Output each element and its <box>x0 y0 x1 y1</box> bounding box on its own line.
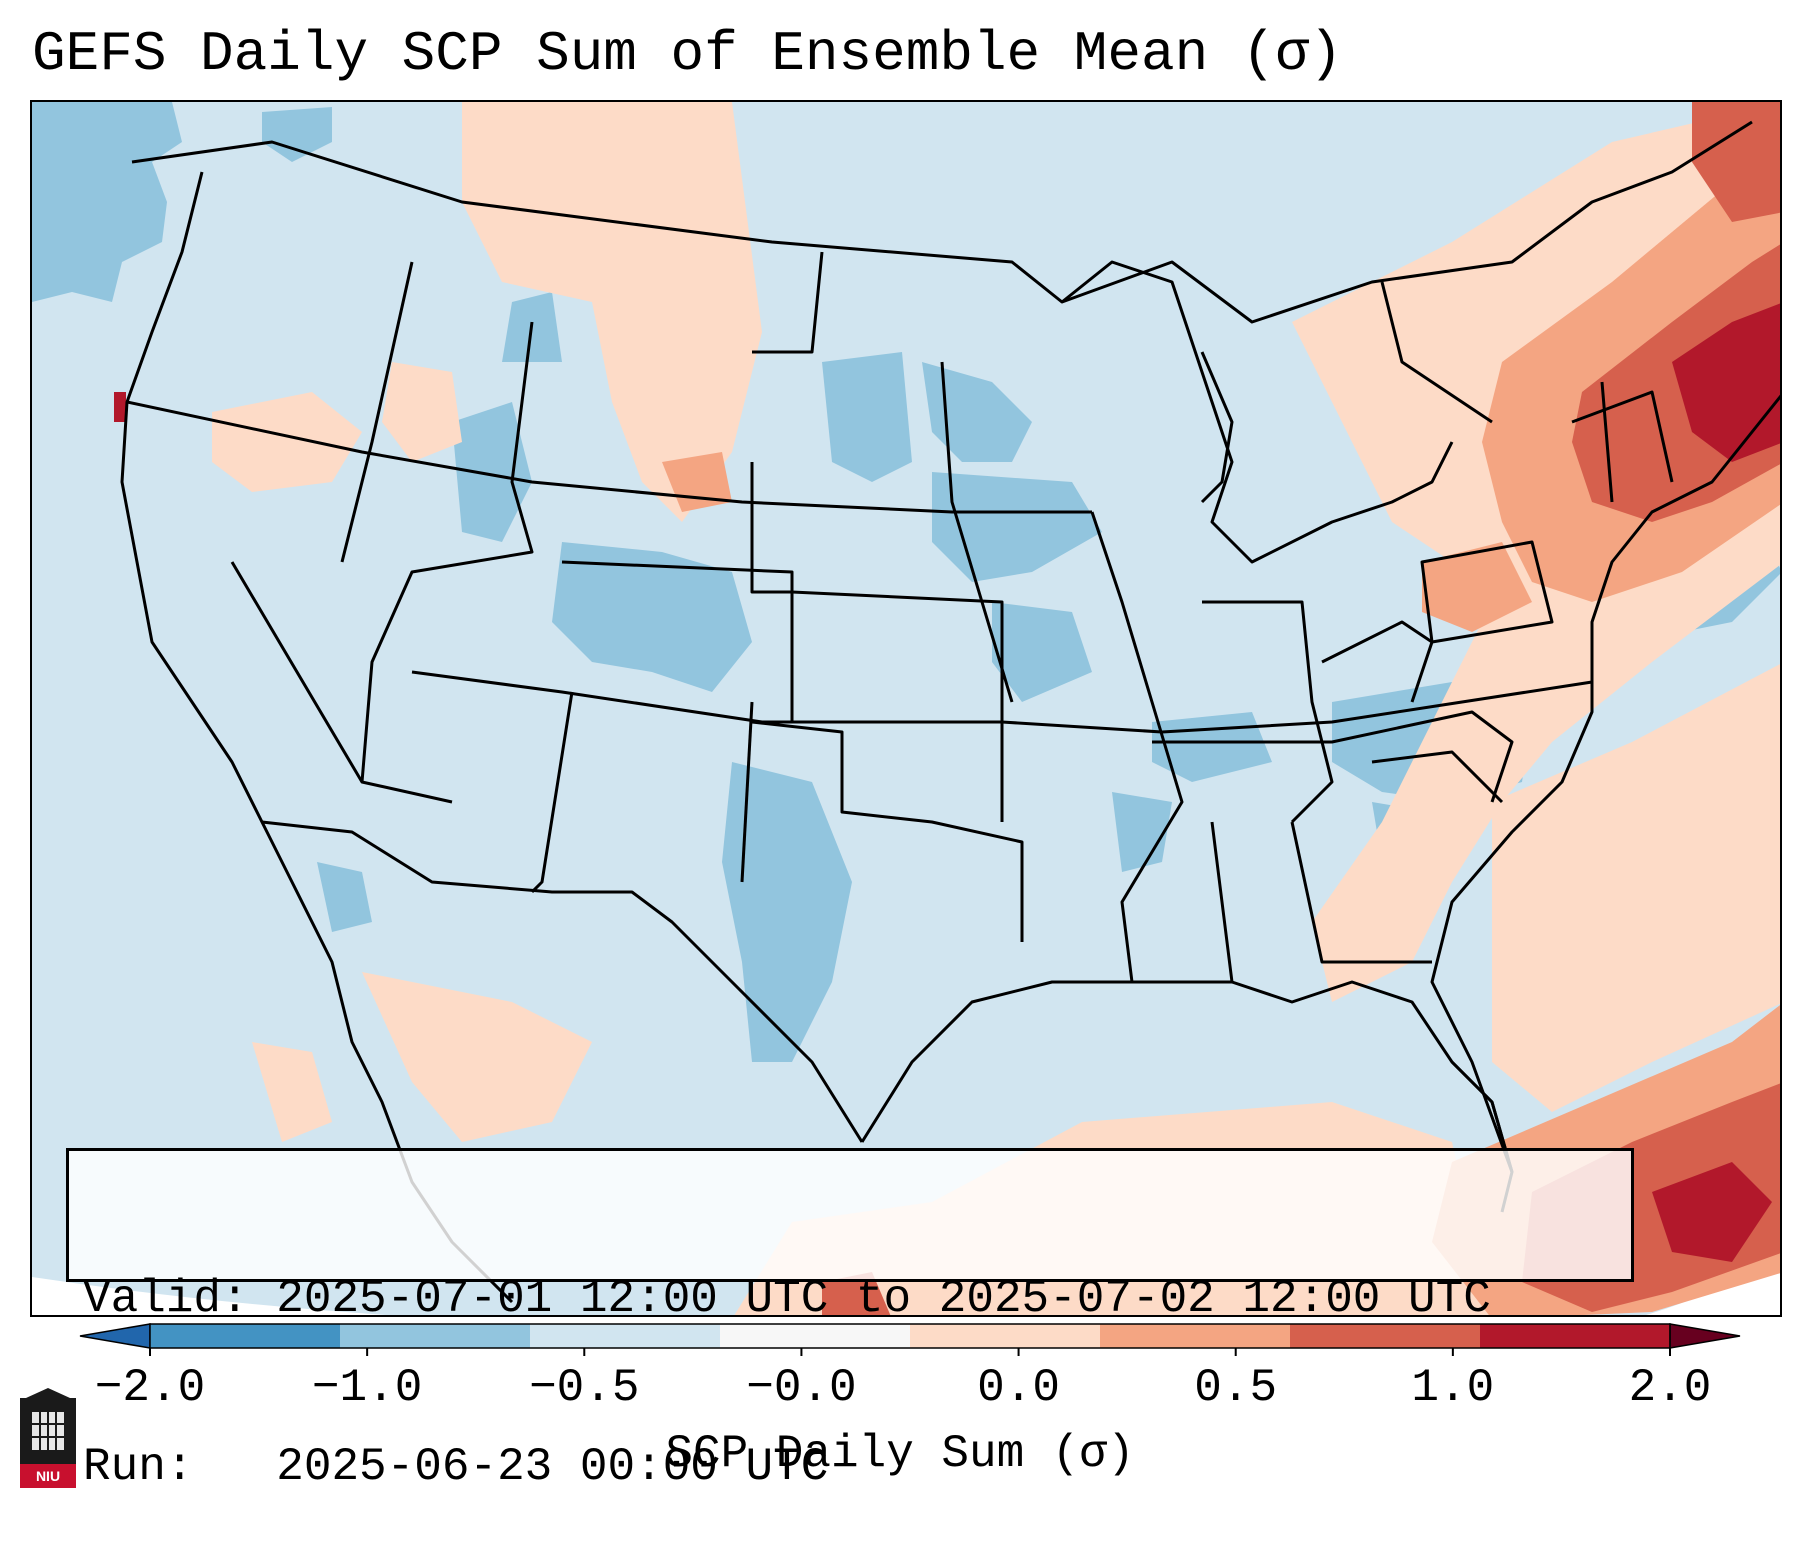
state-line-9 <box>751 720 1024 942</box>
state-line-8 <box>740 701 754 883</box>
dakota-patch <box>822 352 912 482</box>
state-line-2 <box>340 261 414 563</box>
state-line-1 <box>126 400 1092 514</box>
us-canada-border <box>131 120 1753 324</box>
state-line-3 <box>360 321 534 783</box>
montana-alberta-patch <box>462 102 762 522</box>
pennsylvania-medium-patch <box>1422 542 1532 632</box>
colorbar-segment <box>340 1324 531 1348</box>
colorado-patch <box>552 542 752 692</box>
state-line-4 <box>230 561 453 804</box>
colorbar-segment <box>1480 1324 1671 1348</box>
state-line-15 <box>1210 821 1234 983</box>
niu-building-icon <box>20 1388 76 1488</box>
colorbar-tick-label: 0.0 <box>977 1362 1060 1414</box>
great-lakes <box>1061 260 1454 564</box>
oregon-coast-max <box>114 392 126 422</box>
missouri-patch <box>992 602 1092 702</box>
iowa-patch <box>932 472 1102 582</box>
colorbar-tick-label: −1.0 <box>311 1362 423 1414</box>
state-line-16 <box>1290 821 1432 964</box>
state-line-10 <box>750 462 1004 822</box>
state-line-11 <box>752 251 824 354</box>
state-line-22 <box>1600 381 1614 503</box>
maine-max-patch <box>1672 303 1780 462</box>
colorbar-segment <box>720 1324 911 1348</box>
colorbar-tick-label: 2.0 <box>1628 1362 1712 1414</box>
niu-logo: NIU <box>20 1388 76 1488</box>
mexico-light-patch <box>362 972 592 1142</box>
colorbar-segment <box>530 1324 721 1348</box>
state-line-20 <box>1321 620 1434 703</box>
lake-michigan <box>1200 351 1234 504</box>
mississippi-patch <box>1112 792 1172 872</box>
state-line-19 <box>1420 540 1554 644</box>
gulf-strong-patch <box>822 1272 891 1315</box>
valid-run-info-box: Valid: 2025-07-01 12:00 UTC to 2025-07-0… <box>66 1148 1634 1493</box>
bahamas-max-patch <box>1652 1162 1772 1262</box>
idaho-patch <box>452 402 532 542</box>
mexico-border <box>261 820 864 1143</box>
pacific-nw-patch <box>32 102 182 302</box>
colorbar-segment <box>1290 1324 1481 1348</box>
east-coast <box>1430 394 1780 1173</box>
state-line-7 <box>530 691 574 894</box>
colorbar-tick-label: 0.5 <box>1194 1362 1278 1414</box>
colorbar-outline <box>149 1323 1671 1349</box>
texas-panhandle-patch <box>722 762 852 1062</box>
negative-anomaly-patches <box>32 102 1780 1062</box>
west-coast <box>120 171 514 1304</box>
state-line-21 <box>1571 390 1674 483</box>
quebec-strong-patch <box>1692 102 1780 222</box>
colorbar-segment <box>910 1324 1101 1348</box>
run-time-text: Run: 2025-06-23 00:00 UTC <box>83 1441 829 1493</box>
baja-patch <box>317 862 372 932</box>
state-line-18 <box>1371 750 1504 804</box>
state-line-17 <box>1152 710 1514 803</box>
colorbar-tick-label: −0.5 <box>529 1362 640 1414</box>
map-canvas <box>32 102 1780 1315</box>
nevada-patch <box>382 362 462 462</box>
colorbar-tick-label: −0.0 <box>746 1362 857 1414</box>
minnesota-patch <box>922 362 1032 462</box>
state-line-12 <box>940 361 1014 703</box>
positive-max-patches <box>114 303 1780 1262</box>
colorbar-segment <box>150 1324 341 1348</box>
colorbar-tick-label: −2.0 <box>94 1362 206 1414</box>
colorbar-tick-label: 1.0 <box>1411 1362 1495 1414</box>
state-line-23 <box>1380 281 1493 424</box>
state-line-6 <box>561 560 794 722</box>
bc-coast-patch <box>262 107 332 162</box>
boundaries <box>120 120 1780 1304</box>
colorbar <box>79 1323 1741 1356</box>
projection-edge-left <box>32 1277 387 1315</box>
map-panel <box>30 100 1782 1317</box>
state-line-14 <box>1202 600 1334 824</box>
colorbar-extend-min <box>79 1323 151 1349</box>
projection-edge-right <box>1646 1245 1780 1315</box>
chart-title: GEFS Daily SCP Sum of Ensemble Mean (σ) <box>32 22 1343 86</box>
valid-time-text: Valid: 2025-07-01 12:00 UTC to 2025-07-0… <box>83 1273 1491 1325</box>
colorbar-extend-max <box>1669 1323 1741 1349</box>
california-light-patch <box>252 1042 332 1142</box>
niu-logo-text: NIU <box>35 1468 61 1484</box>
oregon-patch <box>212 392 362 492</box>
state-line-13 <box>1090 511 1184 983</box>
colorbar-label: SCP Daily Sum (σ) <box>665 1428 1135 1480</box>
colorbar-segment <box>1100 1324 1291 1348</box>
